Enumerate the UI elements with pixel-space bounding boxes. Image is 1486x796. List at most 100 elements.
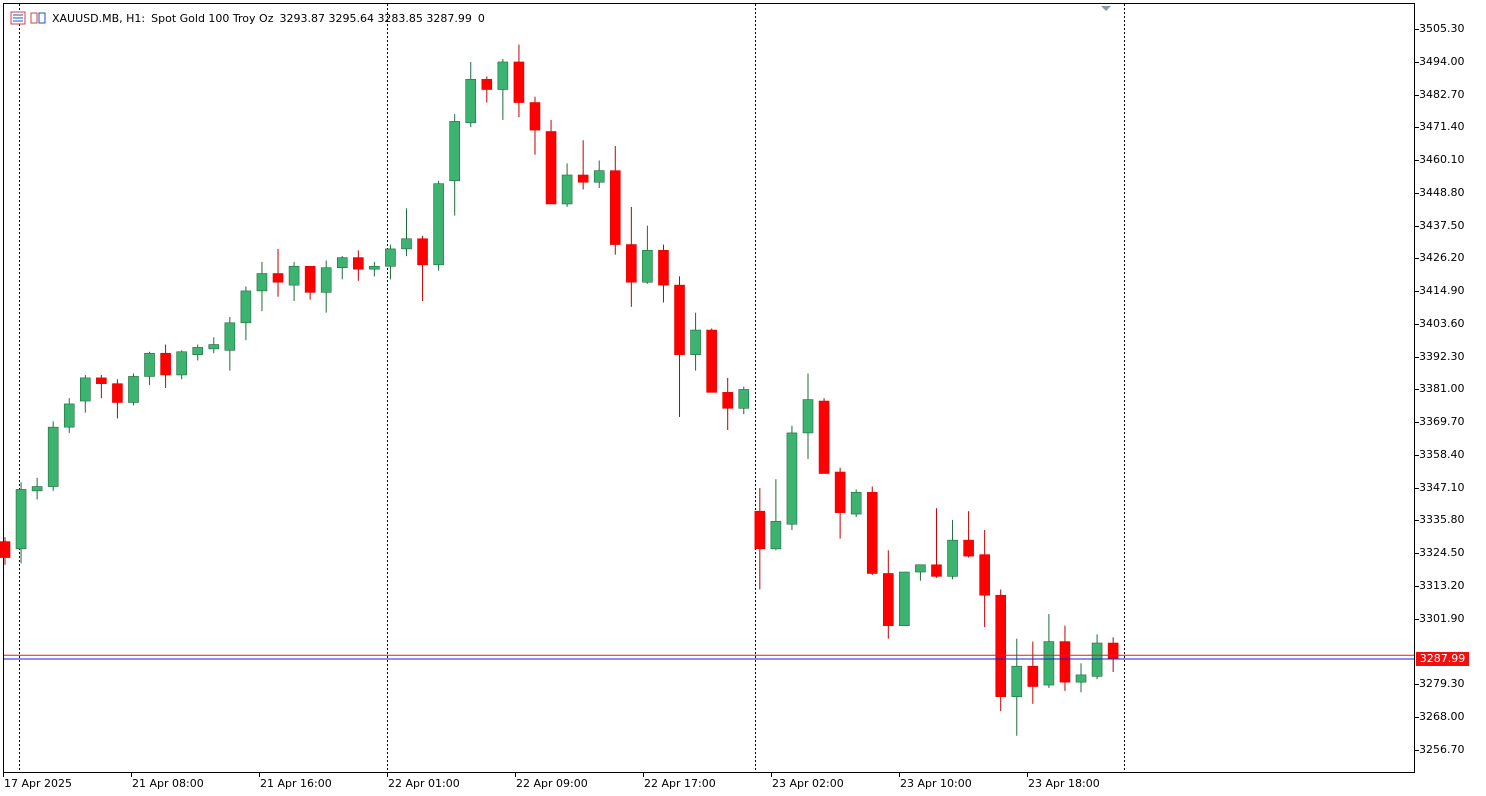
time-tick bbox=[259, 773, 260, 777]
price-label: 3426.20 bbox=[1419, 251, 1465, 265]
price-label: 3358.40 bbox=[1419, 447, 1465, 461]
bear-candle bbox=[979, 554, 990, 596]
bull-candle bbox=[770, 521, 782, 550]
bear-candle bbox=[834, 471, 846, 513]
price-tick bbox=[1415, 29, 1419, 31]
symbol-description: Spot Gold 100 Troy Oz bbox=[151, 11, 274, 25]
price-tick bbox=[1415, 422, 1419, 424]
bull-candle bbox=[915, 564, 926, 573]
price-tick bbox=[1415, 192, 1419, 194]
bull-candle bbox=[1091, 642, 1103, 677]
bull-candle bbox=[401, 238, 412, 250]
bear-candle bbox=[722, 392, 734, 409]
price-tick bbox=[1415, 225, 1419, 227]
bear-candle bbox=[272, 273, 284, 283]
bull-candle bbox=[802, 399, 814, 434]
time-tick bbox=[515, 773, 516, 777]
bull-candle bbox=[192, 347, 204, 355]
bear-candle bbox=[353, 257, 364, 270]
time-label: 22 Apr 01:00 bbox=[388, 777, 460, 790]
price-label: 3482.70 bbox=[1419, 87, 1465, 101]
price-axis[interactable]: 3505.30 3494.00 3482.70 3471.40 3460.10 3448.… bbox=[1415, 0, 1486, 796]
bull-candle bbox=[208, 344, 220, 350]
bear-candle bbox=[0, 541, 11, 558]
bear-candle bbox=[577, 174, 589, 183]
bull-candle bbox=[449, 121, 460, 182]
bull-candle bbox=[369, 265, 380, 270]
bull-candle bbox=[738, 389, 750, 409]
bull-candle bbox=[642, 250, 653, 283]
price-label: 3279.30 bbox=[1419, 677, 1465, 691]
bull-candle bbox=[240, 290, 252, 324]
bear-candle bbox=[963, 539, 974, 557]
bear-candle bbox=[417, 238, 428, 266]
time-label: 22 Apr 09:00 bbox=[516, 777, 588, 790]
price-tick bbox=[1415, 127, 1419, 129]
symbol-label: XAUUSD.MB, H1: bbox=[52, 11, 146, 25]
price-tick bbox=[1415, 160, 1419, 162]
bear-candle bbox=[96, 377, 107, 384]
bull-candle bbox=[561, 174, 573, 205]
price-label: 3256.70 bbox=[1419, 742, 1465, 756]
time-axis[interactable]: 17 Apr 2025 21 Apr 08:00 21 Apr 16:00 22 Ap… bbox=[0, 773, 1415, 796]
time-label: 23 Apr 02:00 bbox=[772, 777, 844, 790]
bear-candle bbox=[754, 510, 766, 550]
price-tick bbox=[1415, 61, 1419, 63]
price-label: 3313.20 bbox=[1419, 578, 1465, 592]
trade-panel-icon[interactable] bbox=[10, 11, 26, 25]
bear-candle bbox=[931, 564, 942, 577]
time-label: 23 Apr 10:00 bbox=[900, 777, 972, 790]
bull-candle bbox=[899, 571, 910, 626]
bull-candle bbox=[385, 248, 396, 267]
bear-candle bbox=[866, 492, 878, 574]
ohlc-values: 3293.87 3295.64 3283.85 3287.99 bbox=[279, 11, 472, 25]
price-label: 3381.00 bbox=[1419, 382, 1465, 396]
bull-candle bbox=[850, 492, 862, 515]
price-tick bbox=[1415, 487, 1419, 489]
bear-candle bbox=[658, 250, 669, 286]
bull-candle bbox=[947, 539, 958, 577]
bull-candle bbox=[593, 170, 605, 183]
bear-candle bbox=[529, 102, 541, 131]
bear-candle bbox=[609, 170, 621, 245]
bull-candle bbox=[256, 273, 268, 292]
bull-candle bbox=[320, 267, 332, 293]
current-price-label: 3287.99 bbox=[1416, 652, 1469, 666]
time-label: 17 Apr 2025 bbox=[4, 777, 73, 790]
price-label: 3392.30 bbox=[1419, 349, 1465, 363]
time-label: 22 Apr 17:00 bbox=[644, 777, 716, 790]
price-tick bbox=[1415, 291, 1419, 293]
price-label: 3268.00 bbox=[1419, 709, 1465, 723]
bear-candle bbox=[481, 79, 493, 90]
volume-value: 0 bbox=[477, 11, 485, 25]
price-tick bbox=[1415, 585, 1419, 587]
bear-candle bbox=[1059, 641, 1071, 683]
bear-candle bbox=[626, 244, 637, 283]
price-label: 3471.40 bbox=[1419, 120, 1465, 134]
bull-candle bbox=[497, 61, 509, 90]
price-label: 3369.70 bbox=[1419, 415, 1465, 429]
bear-candle bbox=[304, 265, 316, 293]
time-tick bbox=[643, 773, 644, 777]
bear-candle bbox=[1027, 665, 1039, 687]
time-tick bbox=[3, 773, 4, 777]
bear-candle bbox=[674, 284, 685, 355]
bear-candle bbox=[513, 61, 525, 103]
bull-candle bbox=[1043, 641, 1055, 686]
price-label: 3335.80 bbox=[1419, 513, 1465, 527]
time-label: 21 Apr 08:00 bbox=[132, 777, 204, 790]
bull-candle bbox=[336, 257, 348, 269]
price-label: 3494.00 bbox=[1419, 54, 1465, 68]
bull-candle bbox=[465, 79, 477, 124]
price-tick bbox=[1415, 356, 1419, 358]
bear-candle bbox=[1107, 642, 1119, 660]
bull-candle bbox=[128, 376, 139, 403]
bull-candle bbox=[224, 322, 236, 351]
bull-candle bbox=[786, 432, 798, 525]
bull-candle bbox=[433, 183, 444, 266]
bear-candle bbox=[882, 573, 894, 626]
one-click-trading-icon[interactable] bbox=[30, 11, 46, 25]
price-label: 3324.50 bbox=[1419, 546, 1465, 560]
time-tick bbox=[1027, 773, 1028, 777]
